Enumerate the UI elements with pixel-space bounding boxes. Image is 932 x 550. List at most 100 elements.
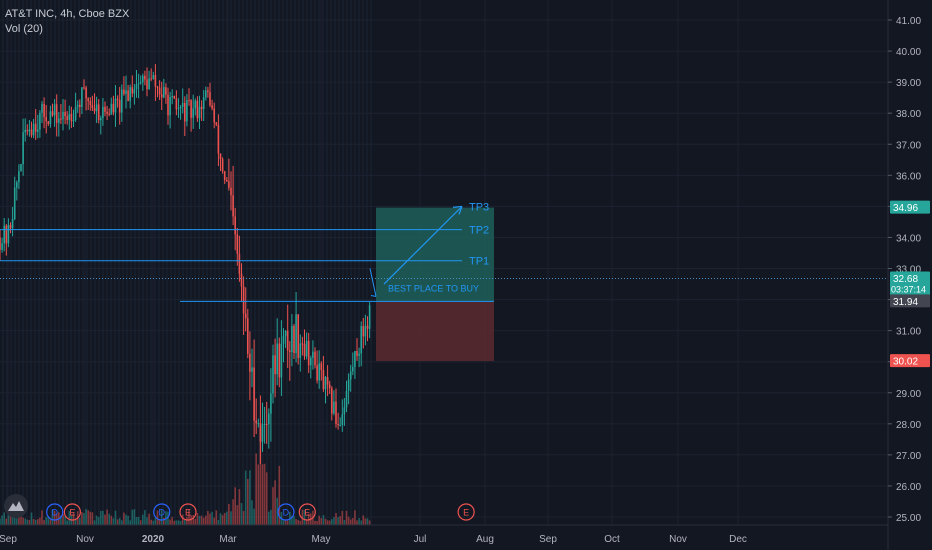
session-band: [94, 0, 96, 525]
candle-body: [1, 243, 3, 250]
candle-body: [112, 103, 115, 113]
volume-bar: [28, 519, 31, 525]
candle-body: [305, 340, 308, 357]
session-band: [54, 0, 56, 525]
volume-bar: [316, 520, 318, 525]
candle-body: [343, 407, 346, 415]
volume-bar: [305, 519, 308, 525]
volume-bar: [188, 509, 190, 525]
candle-body: [83, 87, 85, 89]
volume-bar: [79, 517, 81, 525]
candle-body: [230, 187, 232, 196]
volume-bar: [291, 515, 293, 525]
price-label-bg: [890, 354, 930, 368]
session-band: [342, 0, 344, 525]
session-band: [174, 0, 176, 525]
volume-bar: [121, 520, 123, 525]
stop-zone: [376, 301, 494, 362]
candle-body: [280, 343, 283, 378]
session-band: [270, 0, 272, 525]
candle-body: [28, 129, 31, 132]
candle-body: [81, 87, 83, 107]
price-tick-label: 25.00: [896, 513, 921, 524]
tradingview-logo-icon[interactable]: [4, 494, 28, 518]
candle-body: [314, 351, 316, 366]
volume-bar: [230, 511, 232, 525]
volume-bar: [72, 512, 75, 525]
symbol-title[interactable]: AT&T INC, 4h, Cboe BZX: [5, 8, 130, 20]
candle-body: [211, 105, 213, 109]
price-label-text: 31.94: [893, 297, 918, 308]
long-position-zones[interactable]: [376, 207, 494, 362]
earnings-marker[interactable]: [298, 503, 316, 521]
session-band: [50, 0, 52, 525]
candle-body: [217, 124, 220, 154]
candle-body: [244, 313, 247, 319]
dividend-marker[interactable]: [46, 503, 64, 521]
candle-body: [39, 112, 41, 130]
tp3-label[interactable]: TP3: [469, 201, 489, 213]
candle-body: [345, 390, 348, 408]
volume-bar: [272, 487, 274, 525]
session-band: [326, 0, 328, 525]
session-bands: [2, 0, 372, 525]
volume-bar: [247, 478, 249, 525]
candle-body: [137, 83, 140, 85]
session-band: [282, 0, 284, 525]
session-band: [350, 0, 352, 525]
volume-bar: [9, 515, 12, 525]
volume-bar: [165, 511, 167, 525]
candle-body: [62, 111, 64, 120]
volume-bar: [100, 510, 102, 525]
earnings-marker[interactable]: [63, 503, 81, 521]
volume-bar: [303, 509, 306, 525]
candle-body: [328, 384, 331, 389]
volume-indicator-label[interactable]: Vol (20): [5, 23, 43, 35]
candle-body: [3, 225, 5, 244]
volume-bar: [328, 520, 331, 525]
volume-bar: [177, 520, 180, 525]
candle-body: [219, 153, 222, 160]
trade-annotations[interactable]: TP3 TP2 TP1 BEST PLACE TO BUY: [0, 201, 888, 302]
price-tick-label: 38.00: [896, 109, 921, 120]
volume-bar: [3, 512, 5, 525]
session-band: [278, 0, 280, 525]
tp2-label[interactable]: TP2: [469, 225, 489, 237]
session-band: [146, 0, 148, 525]
best-place-to-buy-label[interactable]: BEST PLACE TO BUY: [388, 284, 479, 294]
time-tick-label: 2020: [142, 534, 165, 545]
time-axis[interactable]: Sep Nov 2020 Mar May Jul Aug Sep Oct Nov Dec: [0, 524, 888, 545]
candle-body: [106, 111, 108, 114]
dividend-marker[interactable]: [277, 503, 295, 521]
volume-bar: [83, 512, 85, 525]
candle-body: [188, 100, 190, 102]
candle-body: [226, 179, 228, 182]
session-band: [338, 0, 340, 525]
price-tick-label: 39.00: [896, 78, 921, 89]
price-tick-label: 34.00: [896, 233, 921, 244]
volume-bar: [343, 519, 346, 525]
candle-body: [307, 340, 310, 366]
session-band: [294, 0, 296, 525]
volume-bar: [202, 517, 205, 525]
volume-bar: [186, 517, 188, 525]
earnings-marker[interactable]: [457, 503, 475, 521]
volume-bar: [228, 503, 230, 525]
candle-body: [165, 87, 167, 95]
volume-bar: [270, 509, 272, 525]
volume-bar: [173, 520, 176, 525]
volume-bar: [347, 516, 350, 525]
tp1-label[interactable]: TP1: [469, 256, 489, 268]
earnings-marker[interactable]: [179, 503, 197, 521]
session-band: [34, 0, 36, 525]
candle-body: [108, 113, 110, 115]
volume-bar: [102, 510, 104, 525]
volume-bar: [282, 520, 285, 525]
candle-body: [152, 75, 155, 79]
dividend-marker[interactable]: [153, 503, 171, 521]
candle-body: [45, 117, 47, 122]
volume-bar: [93, 520, 96, 525]
candle-body: [26, 129, 29, 132]
